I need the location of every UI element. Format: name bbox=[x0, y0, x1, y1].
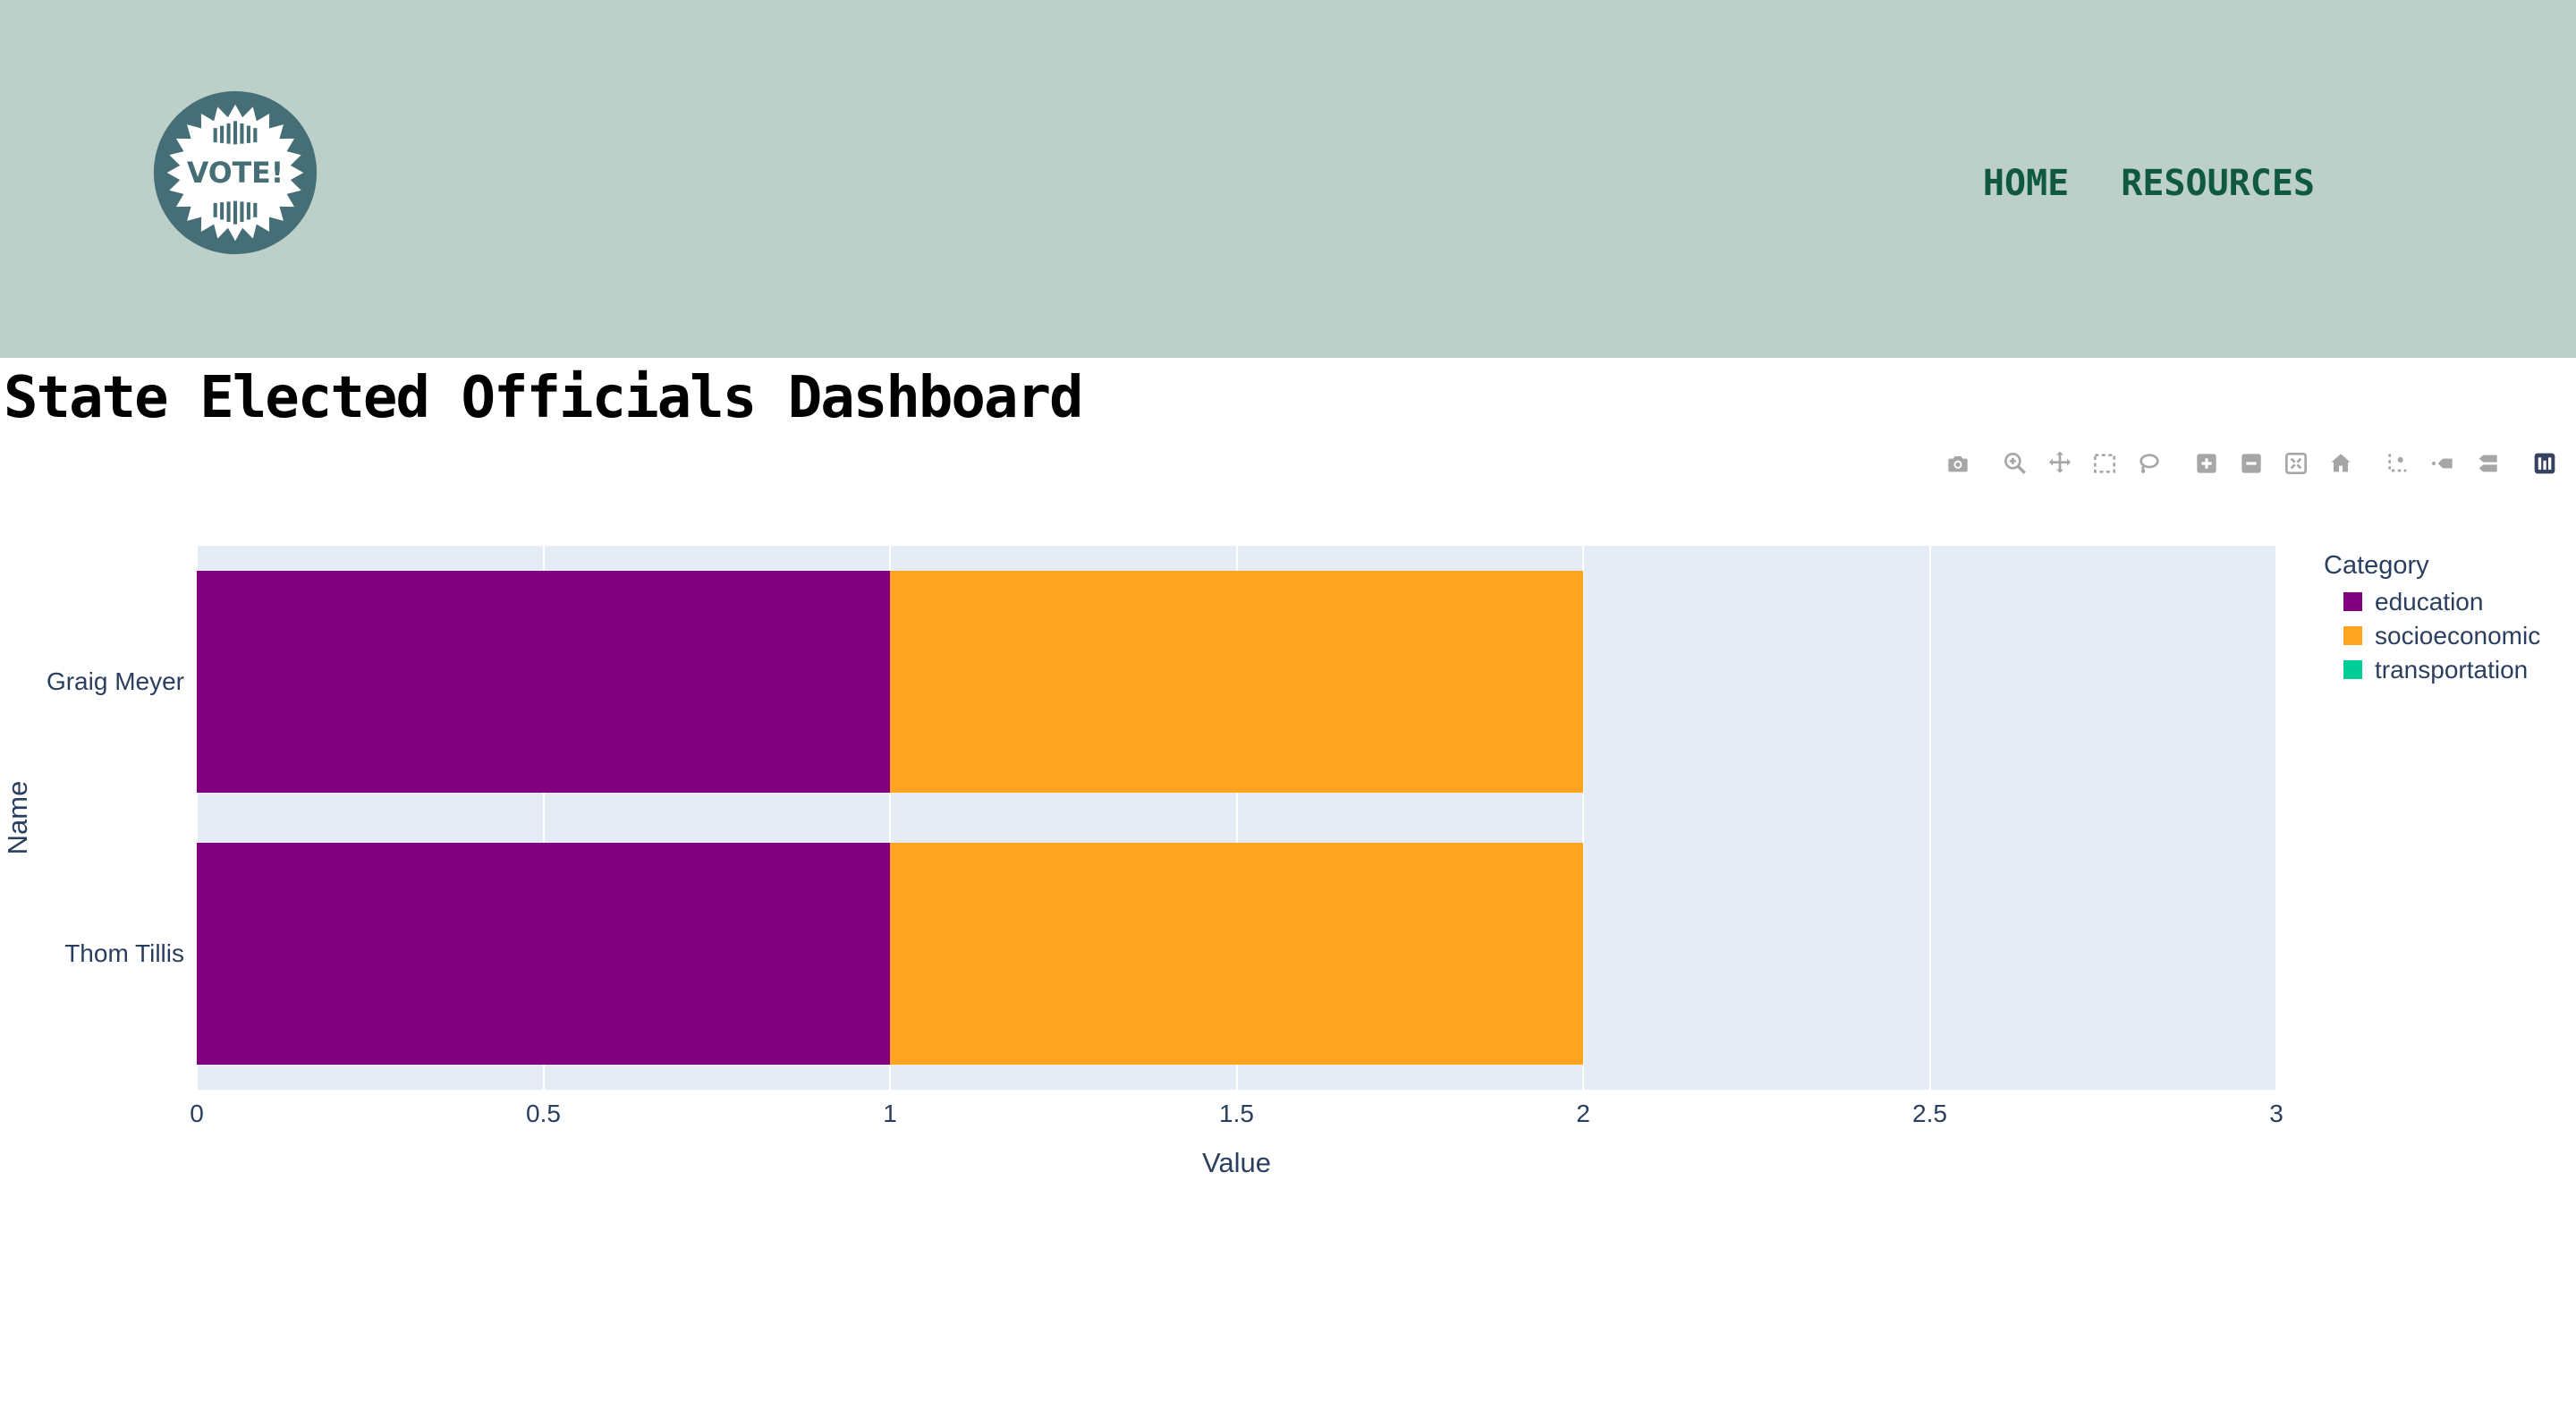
nav-link-home[interactable]: HOME bbox=[1982, 163, 2070, 204]
gridline bbox=[1582, 546, 1584, 1090]
badge-starburst bbox=[166, 104, 304, 242]
legend-title: Category bbox=[2324, 551, 2429, 580]
page-title: State Elected Officials Dashboard bbox=[4, 365, 1084, 431]
zoom-in-icon[interactable] bbox=[2188, 446, 2225, 481]
x-tick-label: 2 bbox=[1576, 1100, 1590, 1127]
vote-logo-text: VOTE! bbox=[187, 157, 284, 190]
gridline bbox=[2275, 546, 2277, 1090]
box-select-icon[interactable] bbox=[2086, 446, 2123, 481]
x-tick-labels: 0 0.5 1 1.5 2 2.5 3 bbox=[190, 1100, 2284, 1131]
plotly-logo-icon[interactable] bbox=[2526, 446, 2563, 481]
zoom-out-icon[interactable] bbox=[2233, 446, 2270, 481]
y-tick-label: Thom Tillis bbox=[64, 939, 184, 967]
x-tick-label: 1 bbox=[883, 1100, 897, 1127]
vote-badge-logo[interactable]: VOTE! bbox=[152, 89, 318, 256]
legend-item-education[interactable]: education bbox=[2343, 587, 2540, 616]
legend-swatch bbox=[2343, 626, 2362, 645]
zoom-icon[interactable] bbox=[1996, 446, 2034, 481]
reset-axes-icon[interactable] bbox=[2322, 446, 2360, 481]
legend-items: education socioeconomic transportation bbox=[2324, 587, 2540, 684]
toggle-spikelines-icon[interactable] bbox=[2379, 446, 2417, 481]
y-tick-labels: Graig Meyer Thom Tillis bbox=[0, 546, 190, 1090]
gridline bbox=[542, 546, 545, 1090]
legend-item-transportation[interactable]: transportation bbox=[2343, 655, 2540, 684]
camera-icon[interactable] bbox=[1939, 446, 1977, 481]
bar-segment-education[interactable] bbox=[197, 571, 890, 793]
x-tick-label: 0.5 bbox=[526, 1100, 561, 1127]
x-tick-label: 0 bbox=[190, 1100, 204, 1127]
gridline bbox=[1928, 546, 1931, 1090]
lasso-select-icon[interactable] bbox=[2131, 446, 2168, 481]
x-tick-label: 2.5 bbox=[1912, 1100, 1947, 1127]
hover-closest-icon[interactable] bbox=[2424, 446, 2462, 481]
legend-swatch bbox=[2343, 660, 2362, 679]
x-tick-label: 3 bbox=[2269, 1100, 2284, 1127]
badge-stripes bbox=[213, 121, 258, 225]
bar-segment-socioeconomic[interactable] bbox=[890, 843, 1583, 1065]
legend-label: transportation bbox=[2375, 656, 2529, 684]
pan-icon[interactable] bbox=[2041, 446, 2079, 481]
plot-area[interactable] bbox=[196, 546, 2277, 1090]
gridline bbox=[889, 546, 891, 1090]
legend-swatch bbox=[2343, 592, 2362, 611]
bar-segment-socioeconomic[interactable] bbox=[890, 571, 1583, 793]
y-tick-label: Graig Meyer bbox=[46, 667, 184, 695]
bar-segment-education[interactable] bbox=[197, 843, 890, 1065]
hover-compare-icon[interactable] bbox=[2469, 446, 2506, 481]
gridline bbox=[196, 546, 198, 1090]
gridline bbox=[1235, 546, 1238, 1090]
chart-legend: Category education socioeconomic transport… bbox=[2324, 551, 2540, 684]
x-tick-label: 1.5 bbox=[1219, 1100, 1254, 1127]
nav-link-resources[interactable]: RESOURCES bbox=[2121, 163, 2315, 204]
legend-item-socioeconomic[interactable]: socioeconomic bbox=[2343, 621, 2540, 650]
chart-modebar bbox=[1939, 446, 2563, 481]
x-axis-title: Value bbox=[1202, 1147, 1271, 1178]
header: VOTE! HOME RESOURCES bbox=[0, 0, 2576, 358]
autoscale-icon[interactable] bbox=[2277, 446, 2315, 481]
legend-label: education bbox=[2375, 588, 2484, 616]
main-nav: HOME RESOURCES bbox=[1983, 163, 2315, 204]
legend-label: socioeconomic bbox=[2375, 622, 2541, 650]
